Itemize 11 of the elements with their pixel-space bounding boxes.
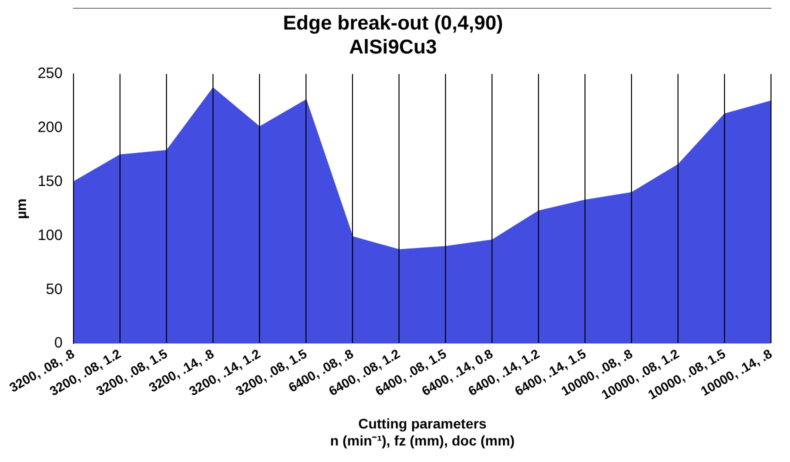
text: AlSi9Cu3 bbox=[349, 36, 437, 59]
y-tick-label: 150 bbox=[38, 172, 63, 190]
text: n (min⁻¹), fz (mm), doc (mm) bbox=[330, 432, 515, 448]
y-tick-label: 200 bbox=[38, 119, 63, 136]
y-tick-label: 0 bbox=[54, 334, 63, 352]
y-tick-label: 50 bbox=[46, 280, 63, 298]
text: Edge break-out (0,4,90) bbox=[282, 12, 504, 35]
y-tick-label: 100 bbox=[38, 226, 63, 244]
y-axis-title: µm bbox=[13, 198, 30, 220]
y-tick-label: 250 bbox=[38, 65, 63, 82]
text: Cutting parameters bbox=[358, 416, 487, 432]
